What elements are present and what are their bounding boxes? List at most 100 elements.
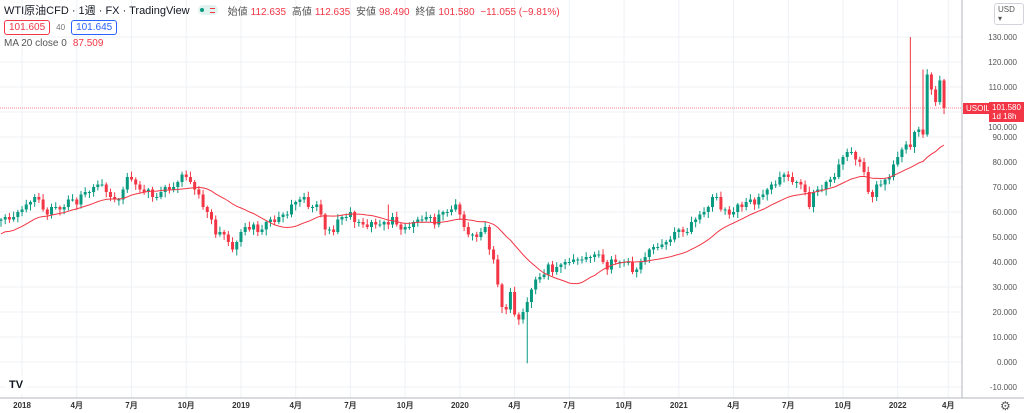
candle-body [130, 177, 134, 180]
symbol-title[interactable]: WTI原油CFD · 1週 · FX · TradingView [4, 5, 190, 17]
candle-body [28, 202, 32, 205]
y-tick-label: 10.000 [993, 333, 1018, 342]
candle-body [917, 129, 921, 132]
y-tick-label: 70.000 [993, 183, 1018, 192]
tradingview-logo-icon[interactable]: TV [5, 374, 27, 396]
candle-body [184, 174, 188, 177]
candle-body [870, 192, 874, 197]
x-tick-label: 10月 [178, 401, 195, 410]
candle-body [172, 187, 176, 190]
x-tick-label: 2018 [13, 401, 31, 410]
sell-button[interactable]: 101.605 [4, 19, 51, 35]
candle-body [702, 212, 706, 215]
candle-body [664, 242, 668, 245]
candle-body [58, 207, 62, 210]
candle-body [256, 224, 260, 232]
y-tick-label: 30.000 [993, 283, 1018, 292]
candle-body [403, 227, 407, 230]
candle-body [454, 204, 458, 210]
candle-body [0, 219, 3, 221]
candle-body [753, 199, 757, 205]
candle-body [567, 262, 571, 263]
candle-body [340, 217, 344, 220]
y-tick-label: 40.000 [993, 258, 1018, 267]
candle-body [828, 179, 832, 182]
candle-body [20, 209, 24, 212]
x-tick-label: 2020 [451, 401, 469, 410]
ma-indicator-value: 87.509 [72, 37, 104, 49]
candle-body [563, 262, 567, 265]
candle-body [778, 177, 782, 185]
y-tick-label: 90.000 [993, 133, 1018, 142]
candle-body [647, 249, 651, 257]
candle-body [866, 172, 870, 192]
candle-body [719, 197, 723, 210]
candle-body [807, 192, 811, 207]
candle-body [54, 207, 58, 208]
candle-body [441, 212, 445, 215]
candle-body [104, 184, 108, 192]
candle-body [205, 207, 209, 212]
candle-body [706, 207, 710, 212]
candle-body [416, 219, 420, 222]
candle-body [357, 222, 361, 223]
candle-body [399, 224, 403, 230]
candle-body [146, 189, 150, 192]
candle-body [732, 212, 736, 215]
candle-body [281, 214, 285, 217]
candle-body [727, 209, 731, 215]
candle-body [673, 232, 677, 240]
x-tick-label: 2022 [889, 401, 907, 410]
candle-body [247, 227, 251, 230]
candle-body [214, 219, 218, 235]
candle-body [875, 184, 879, 197]
candle-body [466, 227, 470, 235]
candle-body [277, 217, 281, 222]
candle-body [908, 144, 912, 147]
candle-body [378, 224, 382, 226]
x-tick-label: 7月 [782, 401, 794, 410]
candle-body [892, 164, 896, 177]
candle-body [235, 242, 239, 250]
candle-body [883, 179, 887, 185]
candle-body [125, 177, 129, 190]
candle-body [319, 204, 323, 215]
candle-body [193, 182, 197, 190]
last-price: 101.580 [992, 103, 1021, 112]
candle-body [71, 199, 75, 201]
candle-body [479, 232, 483, 237]
buy-button[interactable]: 101.645 [71, 19, 118, 35]
currency-dropdown[interactable]: USD ▾ [994, 3, 1024, 25]
candle-body [631, 262, 634, 272]
candle-body [887, 177, 891, 180]
candle-body [521, 312, 525, 320]
candle-body [289, 204, 293, 215]
candle-body [748, 199, 752, 202]
candle-body [744, 202, 748, 207]
candle-body [311, 207, 315, 208]
x-tick-label: 4月 [71, 401, 83, 410]
ma-indicator-label[interactable]: MA 20 close 0 [4, 37, 67, 49]
candle-body [475, 234, 479, 237]
candle-body [75, 199, 79, 205]
candle-body [525, 302, 529, 312]
candle-body [218, 232, 222, 235]
candle-body [736, 204, 740, 212]
candle-body [879, 184, 883, 186]
candle-body [723, 209, 727, 211]
candle-body [929, 74, 933, 90]
candle-body [614, 259, 618, 262]
x-tick-label: 4月 [508, 401, 520, 410]
x-tick-label: 2021 [670, 401, 688, 410]
candle-body [176, 182, 180, 187]
candle-body [226, 234, 230, 242]
candle-body [121, 189, 125, 200]
gear-icon[interactable]: ⚙ [1000, 399, 1011, 413]
candle-body [837, 164, 841, 177]
candle-body [605, 262, 609, 270]
candle-body [420, 219, 424, 221]
candle-body [449, 209, 453, 212]
market-status-icon[interactable] [197, 5, 218, 15]
y-tick-label: 60.000 [993, 208, 1018, 217]
